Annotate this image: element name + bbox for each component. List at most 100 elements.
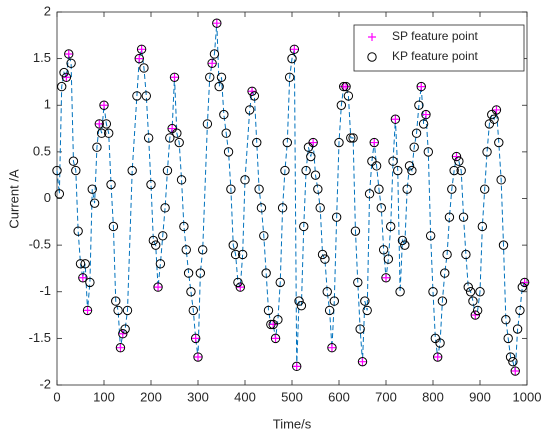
circle-marker	[75, 259, 86, 269]
plus-stroke	[309, 138, 318, 147]
circle-marker	[463, 282, 473, 292]
circle-marker	[461, 249, 471, 260]
circle-marker	[494, 137, 504, 148]
circle-marker	[89, 198, 100, 208]
circle-marker	[362, 305, 372, 316]
circle-marker	[409, 142, 419, 152]
circle-marker	[348, 133, 358, 143]
plus-marker	[358, 357, 367, 366]
circle-marker	[106, 179, 116, 190]
circle-marker	[111, 296, 121, 306]
circle-marker	[454, 156, 464, 166]
circle-marker	[226, 184, 236, 194]
circle-marker	[498, 240, 509, 250]
circle-marker	[376, 203, 386, 213]
x-tick-label: 900	[469, 389, 491, 404]
circle-marker	[327, 343, 337, 353]
y-tick-label: 1.5	[33, 50, 51, 65]
circle-marker	[407, 165, 417, 176]
circle-marker	[440, 268, 450, 278]
x-axis-label: Time/s	[273, 416, 312, 431]
plus-stroke	[391, 115, 400, 124]
circle-marker	[280, 165, 290, 176]
circle-marker	[383, 254, 394, 264]
plus-marker	[170, 73, 179, 82]
circle-marker	[421, 109, 431, 120]
circle-marker	[315, 203, 325, 213]
circle-marker	[207, 58, 217, 68]
circle-marker	[402, 184, 412, 194]
y-tick-label: -0.5	[29, 237, 51, 252]
circle-marker	[501, 315, 511, 325]
circle-marker	[357, 356, 368, 367]
plus-marker	[83, 306, 92, 315]
circle-marker	[277, 203, 288, 213]
y-tick-label: -1.5	[29, 330, 51, 345]
plus-stroke	[83, 306, 92, 315]
y-tick-label: -1	[39, 283, 51, 298]
plus-marker	[342, 82, 351, 91]
plus-stroke	[382, 273, 390, 282]
circle-marker	[400, 240, 410, 250]
circle-marker	[310, 170, 321, 180]
circle-marker	[120, 324, 130, 334]
circle-marker	[515, 305, 525, 316]
plus-stroke	[135, 54, 144, 63]
plus-marker	[78, 273, 87, 282]
circle-marker	[190, 333, 201, 344]
circle-marker	[414, 100, 424, 110]
plus-marker	[309, 138, 318, 147]
circle-marker	[388, 156, 398, 166]
plus-stroke	[342, 82, 351, 91]
plus-stroke	[154, 283, 163, 292]
circle-marker	[371, 161, 382, 171]
circle-marker	[165, 133, 175, 143]
circle-marker	[132, 91, 142, 101]
circle-marker	[510, 366, 520, 376]
circle-marker	[329, 296, 339, 306]
circle-marker	[216, 72, 227, 82]
circle-marker	[183, 268, 194, 278]
plus-marker	[433, 353, 442, 362]
circle-marker	[193, 352, 203, 362]
circle-marker	[350, 226, 361, 236]
plus-stroke	[417, 82, 426, 91]
plus-stroke	[290, 45, 299, 54]
plus-stroke	[370, 138, 379, 147]
plus-stroke	[78, 273, 87, 282]
plus-marker	[212, 19, 221, 28]
circle-marker	[85, 277, 95, 288]
circle-marker	[423, 147, 433, 157]
plus-stroke	[100, 101, 108, 110]
circle-marker	[96, 128, 107, 138]
circle-marker	[435, 338, 445, 348]
circle-marker	[158, 231, 168, 241]
circle-marker	[219, 109, 229, 120]
circle-marker	[301, 165, 311, 176]
circle-marker	[92, 142, 102, 152]
circle-marker	[113, 305, 123, 316]
circle-marker	[313, 184, 323, 194]
circle-marker	[66, 58, 76, 68]
circle-marker	[324, 305, 335, 316]
plus-marker	[154, 283, 163, 292]
circle-marker	[94, 119, 105, 129]
circle-marker	[418, 119, 429, 129]
plus-stroke	[64, 49, 73, 58]
circle-marker	[118, 329, 128, 339]
circle-marker	[172, 128, 182, 138]
circle-marker	[465, 287, 476, 297]
circle-marker	[176, 175, 187, 185]
circle-marker	[508, 356, 518, 367]
plus-marker	[290, 45, 299, 54]
plus-marker	[382, 273, 390, 282]
plus-marker	[269, 320, 278, 329]
plot-area	[56, 11, 528, 386]
plus-marker	[492, 105, 501, 114]
circle-marker	[447, 184, 457, 194]
circle-marker	[404, 161, 415, 171]
x-tick-label: 200	[140, 389, 162, 404]
circle-marker	[155, 259, 166, 269]
plus-marker	[271, 334, 280, 343]
